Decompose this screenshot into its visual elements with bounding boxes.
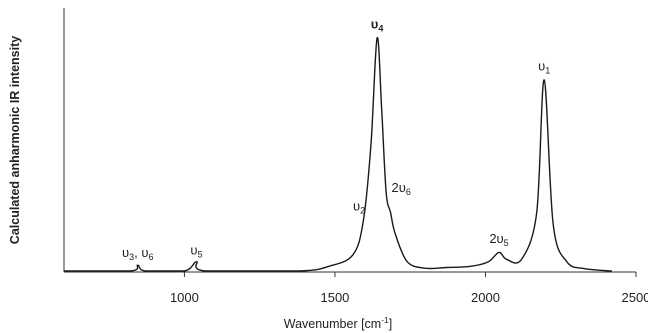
x-axis-label: Wavenumber [cm-1] (284, 315, 393, 331)
peak-label-group: υ3, υ6 υ5 υ2 υ4 2υ6 2υ5 υ1 (122, 17, 550, 262)
x-axis-label-text: Wavenumber [cm (284, 317, 381, 331)
peak-label-u2: υ2 (353, 198, 365, 215)
x-axis-label-close: ] (389, 317, 392, 331)
spectrum-line (64, 38, 612, 271)
y-axis-label: Calculated anharmonic IR intensity (8, 36, 22, 244)
axes (64, 8, 636, 272)
peak-label-2u5: 2υ5 (489, 231, 508, 248)
peak-label-u5: υ5 (190, 243, 202, 260)
peak-label-u4: υ4 (371, 17, 384, 34)
peak-label-2u6: 2υ6 (391, 180, 410, 197)
x-tick-label: 1000 (170, 290, 199, 305)
peak-label-u3u6: υ3, υ6 (122, 245, 153, 262)
x-tick-label: 2000 (471, 290, 500, 305)
peak-label-u1: υ1 (538, 59, 550, 76)
x-tick-group: 1000 1500 2000 2500 (170, 272, 648, 305)
x-tick-label: 1500 (320, 290, 349, 305)
x-tick-label: 2500 (622, 290, 648, 305)
